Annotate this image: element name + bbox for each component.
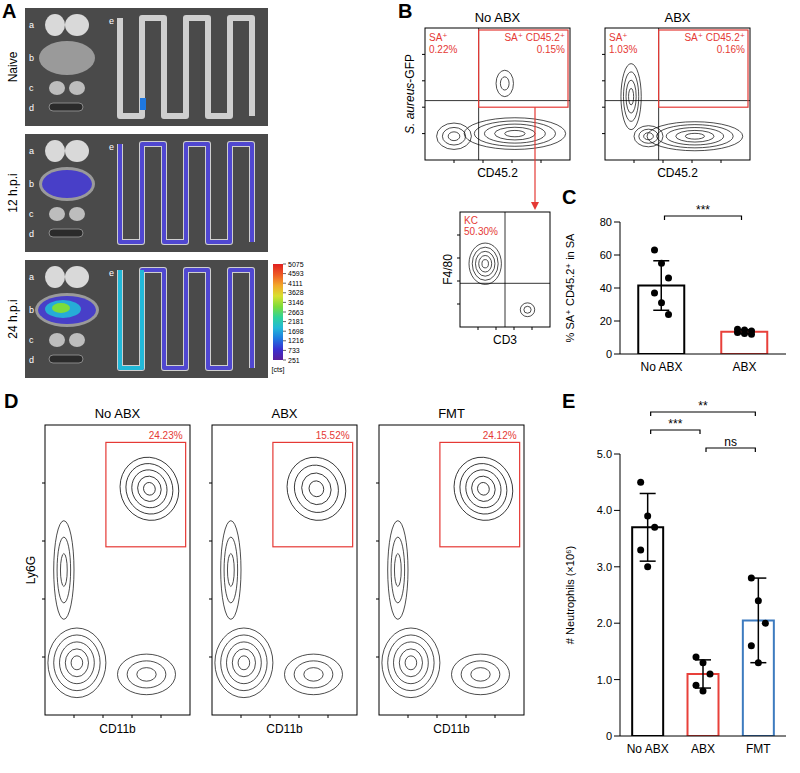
- svg-text:b: b: [29, 179, 34, 189]
- svg-text:d: d: [29, 103, 34, 113]
- svg-text:FMT: FMT: [438, 406, 465, 421]
- svg-text:ns: ns: [724, 435, 737, 449]
- svg-text:CD3: CD3: [493, 333, 517, 347]
- svg-text:SA⁺: SA⁺: [609, 32, 628, 43]
- svg-text:b: b: [29, 305, 34, 315]
- svg-text:1698: 1698: [288, 328, 304, 335]
- svg-text:FMT: FMT: [746, 742, 771, 756]
- svg-text:40: 40: [600, 282, 612, 294]
- svg-text:4593: 4593: [288, 270, 304, 277]
- svg-text:1.0: 1.0: [597, 674, 612, 686]
- svg-text:60: 60: [600, 249, 612, 261]
- svg-text:CD45.2: CD45.2: [477, 166, 518, 180]
- svg-text:0.15%: 0.15%: [537, 44, 565, 55]
- svg-text:a: a: [29, 20, 34, 30]
- svg-text:24 h.p.i: 24 h.p.i: [6, 299, 20, 338]
- svg-text:e: e: [109, 142, 114, 152]
- svg-text:B: B: [398, 0, 412, 22]
- svg-text:e: e: [109, 268, 114, 278]
- svg-text:2663: 2663: [288, 309, 304, 316]
- svg-text:ABX: ABX: [732, 360, 756, 374]
- svg-text:0: 0: [606, 348, 612, 360]
- svg-text:4111: 4111: [288, 280, 303, 287]
- svg-text:**: **: [698, 399, 708, 413]
- svg-text:No ABX: No ABX: [475, 10, 521, 25]
- svg-text:1216: 1216: [288, 337, 304, 344]
- svg-text:CD11b: CD11b: [99, 722, 136, 736]
- svg-text:2181: 2181: [288, 318, 304, 325]
- svg-text:733: 733: [288, 347, 300, 354]
- svg-text:4.0: 4.0: [597, 504, 612, 516]
- svg-text:b: b: [29, 53, 34, 63]
- svg-text:CD11b: CD11b: [266, 722, 303, 736]
- svg-text:3146: 3146: [288, 299, 304, 306]
- svg-text:d: d: [29, 229, 34, 239]
- svg-text:E: E: [562, 390, 575, 412]
- svg-text:***: ***: [696, 203, 710, 217]
- svg-text:d: d: [29, 355, 34, 365]
- svg-text:c: c: [29, 335, 34, 345]
- svg-text:1.03%: 1.03%: [609, 44, 637, 55]
- svg-text:0: 0: [606, 730, 612, 742]
- svg-text:KC: KC: [464, 215, 478, 226]
- svg-text:12 h.p.i: 12 h.p.i: [6, 173, 20, 212]
- svg-text:ABX: ABX: [664, 10, 690, 25]
- svg-text:2.0: 2.0: [597, 617, 612, 629]
- svg-text:50.30%: 50.30%: [464, 226, 498, 237]
- svg-text:24.12%: 24.12%: [483, 430, 517, 441]
- svg-text:CD45.2: CD45.2: [657, 166, 698, 180]
- svg-text:e: e: [109, 16, 114, 26]
- svg-text:SA⁺: SA⁺: [429, 32, 448, 43]
- svg-text:SA⁺ CD45.2⁺: SA⁺ CD45.2⁺: [684, 32, 745, 43]
- svg-text:% SA⁺ CD45.2⁺ in SA: % SA⁺ CD45.2⁺ in SA: [564, 233, 576, 342]
- svg-text:ABX: ABX: [691, 742, 715, 756]
- svg-text:C: C: [562, 186, 576, 208]
- svg-text:80: 80: [600, 216, 612, 228]
- svg-text:Naive: Naive: [6, 51, 20, 82]
- svg-text:251: 251: [288, 357, 300, 364]
- svg-text:[cts]: [cts]: [272, 366, 285, 374]
- svg-text:a: a: [29, 146, 34, 156]
- svg-text:3628: 3628: [288, 289, 304, 296]
- svg-text:5075: 5075: [288, 261, 304, 268]
- svg-text:24.23%: 24.23%: [149, 430, 183, 441]
- svg-text:# Neutrophils (×10⁶): # Neutrophils (×10⁶): [564, 546, 576, 644]
- svg-text:0.22%: 0.22%: [429, 44, 457, 55]
- svg-text:0.16%: 0.16%: [717, 44, 745, 55]
- svg-text:***: ***: [668, 417, 682, 431]
- svg-text:F4/80: F4/80: [441, 254, 455, 285]
- svg-text:15.52%: 15.52%: [316, 430, 350, 441]
- svg-text:5.0: 5.0: [597, 448, 612, 460]
- svg-text:c: c: [29, 83, 34, 93]
- svg-text:20: 20: [600, 315, 612, 327]
- svg-text:3.0: 3.0: [597, 561, 612, 573]
- svg-text:S. aureus-GFP: S. aureus-GFP: [403, 54, 417, 134]
- svg-text:Ly6G: Ly6G: [24, 556, 38, 584]
- svg-text:A: A: [2, 0, 16, 22]
- svg-text:SA⁺ CD45.2⁺: SA⁺ CD45.2⁺: [504, 32, 565, 43]
- svg-text:No ABX: No ABX: [627, 742, 669, 756]
- svg-text:CD11b: CD11b: [433, 722, 470, 736]
- svg-text:No ABX: No ABX: [640, 360, 682, 374]
- svg-text:ABX: ABX: [271, 406, 297, 421]
- svg-text:D: D: [4, 390, 18, 412]
- svg-text:c: c: [29, 209, 34, 219]
- svg-text:No ABX: No ABX: [95, 406, 141, 421]
- svg-text:a: a: [29, 272, 34, 282]
